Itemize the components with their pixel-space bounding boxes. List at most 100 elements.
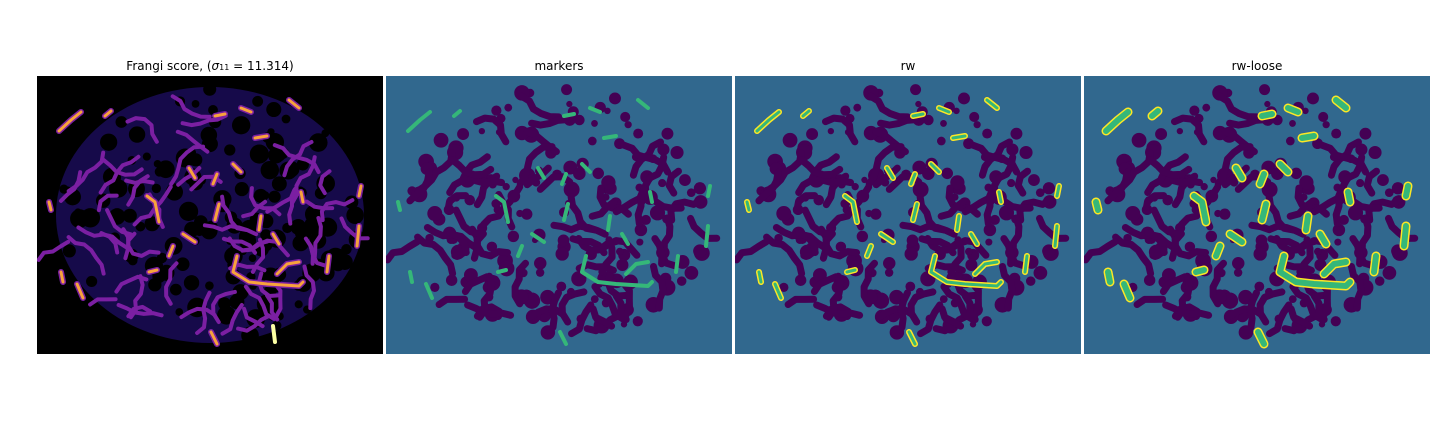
region-blob	[973, 121, 981, 129]
ridge	[940, 283, 976, 323]
pore	[85, 209, 96, 220]
ridge	[116, 303, 164, 318]
ridge	[1216, 92, 1261, 121]
ridge	[446, 229, 470, 256]
segment-fill	[1321, 259, 1349, 277]
ridge	[66, 235, 106, 276]
region-blob	[851, 183, 859, 191]
vessel-core	[213, 202, 221, 222]
ridge	[312, 216, 323, 263]
pore	[142, 152, 151, 161]
segment-fill	[879, 232, 895, 244]
region-blob	[1254, 281, 1265, 292]
vessel-core	[325, 254, 331, 274]
segment-fill	[911, 202, 919, 222]
ridge	[820, 177, 855, 187]
pore	[267, 128, 275, 136]
region-blob	[1214, 209, 1222, 218]
ridge	[1150, 206, 1182, 238]
segment-fill	[1255, 329, 1267, 347]
pore	[175, 257, 190, 271]
region-blob	[592, 167, 604, 180]
region-blob	[491, 105, 502, 116]
pore	[224, 144, 236, 156]
segment-fill	[1259, 111, 1275, 119]
segment-fill	[937, 106, 951, 114]
pore	[100, 133, 118, 151]
pore	[321, 129, 330, 138]
ridge	[651, 235, 666, 268]
pore	[189, 153, 203, 167]
region-blob	[1331, 128, 1342, 139]
ridge	[825, 272, 845, 321]
ridge	[471, 177, 506, 187]
segment-fill	[969, 232, 979, 246]
vessel-core	[239, 106, 253, 114]
ridge	[589, 305, 616, 330]
region-blob	[982, 128, 993, 139]
pore	[168, 188, 180, 200]
region-blob	[1028, 174, 1040, 186]
ridge	[435, 295, 469, 308]
frangi-title-suffix: = 11.314)	[229, 59, 294, 73]
ridge	[528, 112, 579, 129]
pore	[248, 254, 257, 263]
segment-fill	[1193, 267, 1207, 275]
ridge	[1248, 221, 1307, 238]
region-blob	[1356, 179, 1365, 188]
ridge	[1266, 301, 1293, 338]
ridge	[448, 156, 495, 179]
segment-fill	[909, 172, 917, 186]
ridge	[983, 185, 997, 228]
ridge	[96, 193, 119, 213]
segment-fill	[1333, 97, 1349, 111]
frangi-title-sigma: σ	[211, 59, 220, 73]
ridge	[1146, 156, 1193, 179]
marker	[496, 268, 508, 274]
ridge	[1287, 305, 1314, 330]
pore	[337, 254, 353, 270]
ridge	[986, 153, 1017, 207]
marker	[606, 214, 612, 232]
ridge-layer	[37, 94, 370, 336]
region-blob	[782, 132, 798, 148]
region-blob	[939, 295, 948, 304]
region-blob	[1289, 119, 1296, 127]
region-blob	[905, 281, 916, 292]
marker	[562, 202, 570, 222]
region-blob	[1253, 247, 1267, 261]
region-blob	[1033, 266, 1048, 280]
ridge	[872, 164, 901, 189]
pore	[74, 208, 82, 216]
ridge	[604, 269, 631, 300]
region-blob	[1042, 182, 1056, 195]
ridge	[170, 94, 212, 119]
region-blob	[1025, 276, 1036, 286]
pore	[252, 95, 264, 107]
ridge	[386, 238, 421, 264]
pore	[178, 201, 199, 222]
region-blob	[521, 208, 533, 220]
ridge	[1000, 235, 1015, 268]
region-blob	[983, 223, 997, 237]
region-blob	[840, 105, 851, 116]
marker	[494, 194, 510, 224]
ridge	[302, 264, 316, 311]
region-blob	[601, 175, 616, 190]
region-blob	[1131, 132, 1147, 148]
ridge	[1168, 230, 1185, 262]
region-blob	[1330, 316, 1341, 327]
ridge	[588, 237, 641, 259]
ridge	[755, 168, 782, 205]
ridge	[464, 301, 515, 319]
vessel-core	[59, 270, 65, 284]
segment-fill	[1227, 231, 1245, 245]
region-blob	[806, 128, 819, 141]
region-blob	[915, 100, 922, 108]
marker	[706, 184, 712, 198]
segment-fill	[757, 270, 763, 284]
region-blob	[1232, 257, 1245, 270]
ridge	[444, 192, 470, 214]
ridge	[101, 157, 144, 177]
ridge	[1104, 168, 1131, 205]
